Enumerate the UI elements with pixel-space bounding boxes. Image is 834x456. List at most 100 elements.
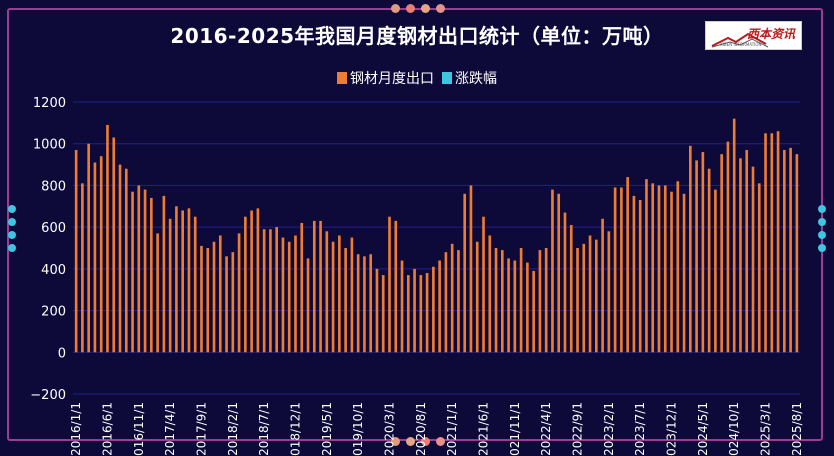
bar[interactable]: [701, 152, 705, 353]
bar[interactable]: [306, 258, 310, 353]
bar[interactable]: [588, 235, 592, 353]
bar[interactable]: [695, 160, 698, 353]
bar[interactable]: [181, 210, 184, 353]
bar[interactable]: [482, 216, 485, 353]
bar[interactable]: [262, 229, 266, 353]
bar[interactable]: [689, 145, 692, 353]
bar[interactable]: [751, 166, 755, 353]
bar[interactable]: [187, 208, 191, 353]
bar[interactable]: [206, 248, 210, 353]
bar[interactable]: [312, 220, 316, 353]
bar[interactable]: [231, 252, 235, 353]
bar[interactable]: [369, 254, 373, 353]
bar[interactable]: [613, 187, 617, 353]
bar[interactable]: [494, 248, 498, 353]
bar[interactable]: [281, 237, 285, 353]
bar[interactable]: [87, 143, 90, 353]
bar[interactable]: [764, 133, 767, 353]
bar[interactable]: [331, 241, 335, 353]
bar[interactable]: [757, 183, 761, 353]
bar[interactable]: [563, 212, 567, 353]
bar[interactable]: [519, 248, 523, 353]
bar[interactable]: [394, 220, 398, 353]
bar[interactable]: [388, 216, 391, 353]
bar[interactable]: [425, 273, 429, 353]
bar[interactable]: [143, 189, 147, 353]
bar[interactable]: [93, 162, 97, 353]
bar[interactable]: [607, 231, 611, 353]
bar[interactable]: [651, 183, 655, 353]
bar[interactable]: [676, 181, 680, 353]
bar[interactable]: [645, 179, 648, 353]
bar[interactable]: [381, 275, 385, 353]
bar[interactable]: [400, 260, 404, 353]
bar[interactable]: [287, 241, 291, 353]
bar[interactable]: [244, 216, 247, 353]
bar[interactable]: [557, 193, 561, 353]
bar[interactable]: [275, 227, 278, 353]
bar[interactable]: [463, 193, 467, 353]
bar[interactable]: [363, 256, 366, 353]
bar[interactable]: [419, 275, 423, 353]
bar[interactable]: [551, 189, 554, 353]
bar[interactable]: [432, 266, 435, 353]
bar[interactable]: [168, 218, 172, 353]
bar[interactable]: [131, 191, 134, 353]
bar[interactable]: [356, 254, 360, 353]
bar[interactable]: [250, 210, 253, 353]
bar[interactable]: [81, 183, 84, 353]
bar[interactable]: [375, 268, 379, 353]
bar[interactable]: [601, 218, 604, 353]
bar[interactable]: [444, 252, 448, 353]
bar[interactable]: [325, 231, 329, 353]
bar[interactable]: [783, 149, 786, 353]
bar[interactable]: [162, 195, 166, 353]
bar[interactable]: [450, 243, 454, 353]
bar[interactable]: [475, 241, 479, 353]
bar[interactable]: [350, 237, 354, 353]
bar[interactable]: [670, 191, 673, 353]
bar[interactable]: [344, 248, 347, 353]
bar[interactable]: [538, 250, 542, 353]
bar[interactable]: [638, 200, 642, 353]
bar[interactable]: [776, 131, 780, 353]
bar[interactable]: [413, 268, 416, 353]
bar[interactable]: [150, 197, 153, 353]
bar[interactable]: [124, 168, 128, 353]
bar[interactable]: [526, 262, 529, 353]
bar[interactable]: [200, 245, 203, 353]
bar[interactable]: [156, 233, 159, 353]
bar[interactable]: [500, 250, 504, 353]
bar[interactable]: [469, 185, 473, 353]
bar[interactable]: [595, 239, 598, 353]
legend-item-change[interactable]: 涨跌幅: [442, 68, 497, 88]
bar[interactable]: [294, 235, 297, 353]
bar[interactable]: [714, 189, 717, 353]
bar[interactable]: [300, 222, 304, 353]
bar[interactable]: [732, 118, 736, 353]
bar[interactable]: [726, 141, 730, 353]
bar[interactable]: [720, 154, 723, 353]
bar[interactable]: [795, 154, 799, 353]
bar[interactable]: [406, 275, 410, 353]
bar[interactable]: [137, 185, 141, 353]
bar[interactable]: [319, 220, 322, 353]
bar[interactable]: [770, 133, 774, 353]
bar[interactable]: [269, 229, 272, 353]
bar[interactable]: [237, 233, 241, 353]
bar[interactable]: [620, 187, 623, 353]
bar[interactable]: [507, 258, 510, 353]
bar[interactable]: [256, 208, 260, 353]
bar[interactable]: [569, 225, 573, 353]
bar[interactable]: [657, 185, 661, 353]
bar[interactable]: [338, 235, 341, 353]
bar[interactable]: [632, 195, 636, 353]
bar[interactable]: [745, 149, 749, 353]
bar[interactable]: [212, 241, 216, 353]
bar[interactable]: [544, 248, 548, 353]
bar[interactable]: [225, 256, 228, 353]
bar[interactable]: [112, 137, 116, 353]
bar[interactable]: [663, 185, 667, 353]
bar[interactable]: [532, 270, 535, 353]
bar[interactable]: [438, 260, 441, 353]
